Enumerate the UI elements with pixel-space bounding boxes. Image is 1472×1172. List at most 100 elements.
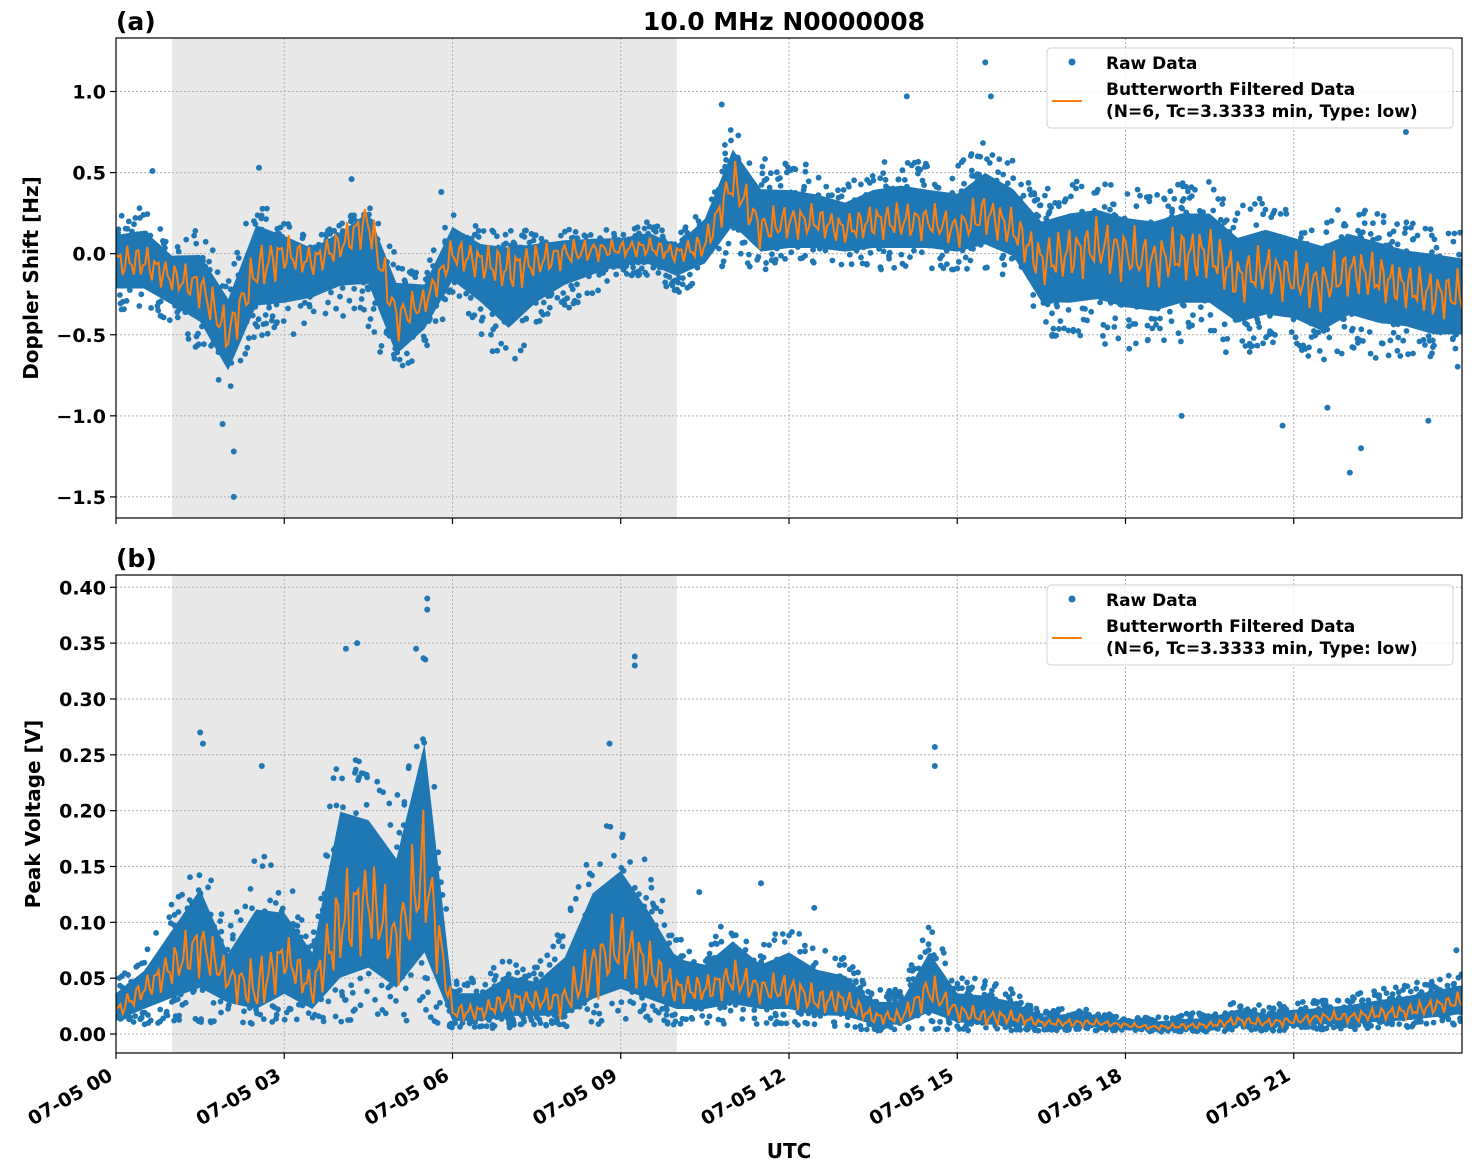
raw-data-point	[1450, 238, 1457, 245]
raw-data-point	[838, 261, 845, 268]
raw-data-point	[886, 996, 892, 1003]
raw-data-point	[217, 998, 224, 1005]
raw-data-point	[1220, 196, 1227, 202]
raw-data-point	[252, 321, 259, 327]
raw-data-point	[767, 1015, 774, 1022]
raw-data-point	[245, 335, 252, 341]
raw-data-point	[908, 962, 915, 968]
raw-data-point	[603, 227, 610, 233]
raw-data-point	[301, 299, 308, 306]
raw-data-point	[507, 227, 514, 234]
raw-data-point	[301, 320, 307, 327]
raw-data-point	[919, 1025, 925, 1032]
raw-data-point	[471, 231, 478, 238]
raw-data-point	[1163, 1014, 1170, 1021]
raw-data-point	[655, 270, 662, 276]
raw-data-point	[672, 1011, 678, 1018]
raw-data-point	[1450, 335, 1456, 342]
raw-data-point	[584, 290, 591, 297]
raw-data-point	[1165, 203, 1172, 210]
raw-data-point	[281, 1016, 288, 1023]
raw-data-point	[581, 232, 588, 239]
raw-data-point	[1073, 185, 1079, 192]
raw-data-point	[659, 897, 666, 904]
raw-data-point	[463, 290, 470, 297]
raw-data-point	[559, 943, 566, 950]
raw-data-point	[1157, 315, 1163, 322]
raw-data-point	[1196, 207, 1203, 214]
x-tick-label: 07-05 18	[1034, 1064, 1126, 1130]
raw-data-point	[422, 656, 429, 663]
raw-data-point	[540, 299, 547, 306]
raw-data-point	[1198, 1011, 1205, 1018]
raw-data-point	[1424, 982, 1431, 988]
raw-data-point	[443, 906, 450, 912]
raw-data-point	[905, 976, 912, 983]
raw-data-point	[551, 956, 558, 963]
raw-data-point	[783, 1020, 790, 1027]
raw-data-point	[1414, 232, 1421, 239]
raw-data-point	[534, 964, 540, 971]
raw-data-point	[359, 288, 366, 294]
raw-data-point	[659, 227, 665, 234]
raw-data-point	[555, 938, 562, 945]
raw-data-point	[386, 800, 393, 807]
raw-data-point	[844, 1022, 851, 1029]
raw-data-point	[1055, 1008, 1062, 1015]
raw-data-point	[1416, 338, 1423, 345]
raw-data-outlier	[230, 448, 237, 455]
raw-data-point	[1380, 985, 1387, 992]
raw-data-point	[717, 923, 724, 930]
raw-data-point	[185, 336, 192, 342]
raw-data-point	[995, 169, 1001, 176]
raw-data-point	[630, 264, 636, 271]
raw-data-point	[264, 330, 271, 337]
raw-data-point	[585, 881, 592, 888]
raw-data-point	[566, 226, 572, 233]
raw-data-point	[1400, 337, 1407, 344]
raw-data-point	[917, 954, 924, 960]
raw-data-point	[829, 192, 835, 199]
raw-data-point	[1410, 350, 1416, 357]
raw-data-point	[401, 799, 408, 805]
raw-data-point	[1190, 312, 1196, 318]
raw-data-point	[778, 252, 784, 259]
raw-data-point	[1126, 317, 1132, 323]
raw-data-point	[771, 937, 778, 943]
raw-data-point	[367, 316, 374, 322]
raw-data-point	[575, 884, 582, 890]
raw-data-point	[1276, 1027, 1283, 1034]
raw-data-point	[391, 249, 397, 255]
raw-data-point	[1445, 972, 1452, 979]
raw-data-point	[877, 175, 884, 182]
raw-data-point	[877, 987, 884, 993]
raw-data-point	[310, 929, 317, 935]
raw-data-point	[166, 914, 173, 921]
raw-data-point	[921, 182, 927, 189]
raw-data-point	[867, 249, 874, 256]
y-tick-label: 0.00	[59, 1024, 106, 1046]
raw-data-point	[263, 216, 269, 223]
raw-data-point	[1254, 342, 1261, 349]
raw-data-point	[251, 858, 258, 864]
raw-data-point	[198, 1016, 205, 1023]
raw-data-point	[471, 1024, 478, 1030]
raw-data-point	[140, 212, 147, 218]
raw-data-outlier	[149, 167, 156, 174]
raw-data-point	[1256, 195, 1263, 202]
raw-data-point	[1219, 201, 1226, 207]
raw-data-point	[1390, 228, 1397, 235]
raw-data-point	[434, 1020, 441, 1026]
raw-data-point	[949, 175, 956, 182]
raw-data-point	[1045, 1026, 1052, 1032]
y-tick-label: −1.0	[56, 406, 106, 428]
raw-data-point	[536, 318, 543, 324]
raw-data-point	[346, 297, 353, 304]
raw-data-point	[1430, 1019, 1437, 1026]
raw-data-point	[1161, 196, 1168, 203]
raw-data-point	[467, 295, 474, 301]
raw-data-point	[840, 187, 847, 193]
raw-data-point	[955, 162, 962, 169]
raw-data-point	[1294, 340, 1300, 347]
raw-data-point	[195, 330, 201, 337]
